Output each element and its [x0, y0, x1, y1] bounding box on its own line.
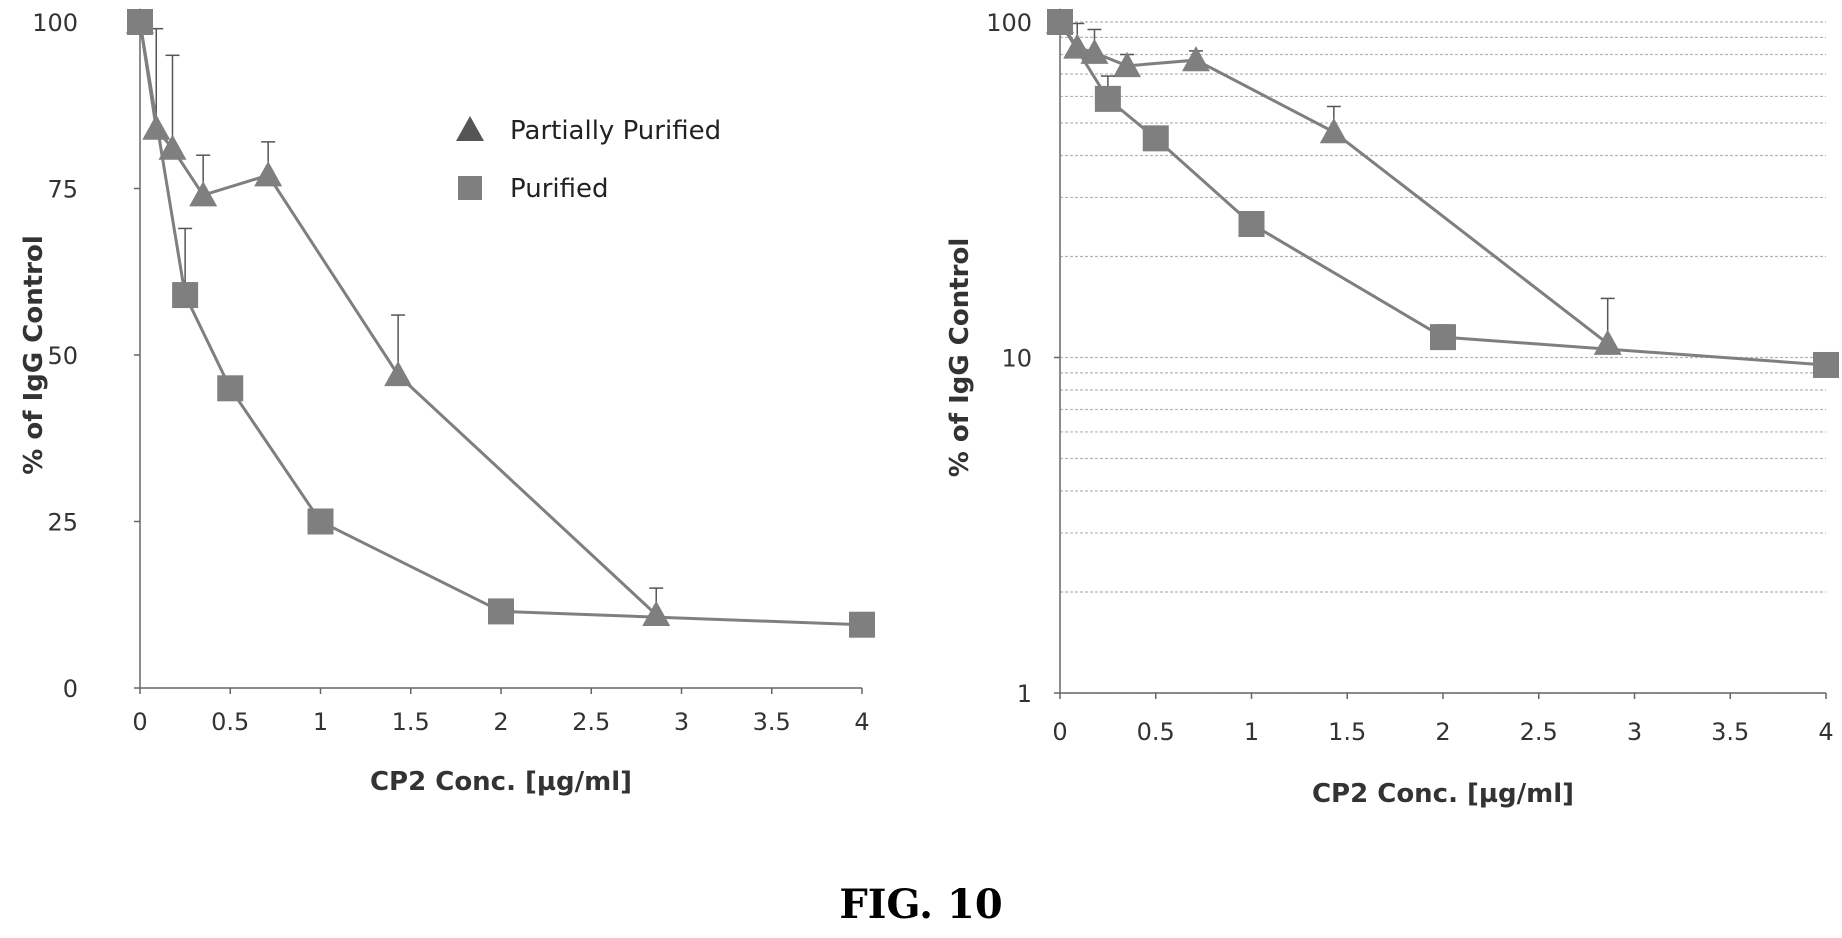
chart-log: 1 10 100 0 0.5 1 1.5 2 2.5 3 3.5 4 CP2 Conc. [µg/ml]… [945, 8, 1839, 809]
y-tick-label: 100 [986, 9, 1032, 37]
data-point-triangle [1319, 118, 1348, 144]
y-tick-label: 10 [1001, 345, 1032, 373]
data-point-square [488, 598, 514, 625]
chart-linear: 0 25 50 75 100 0 0.5 1 1.5 2 2.5 3 3.5 4 CP2 Conc. [µg… [19, 8, 875, 797]
data-point-triangle [1113, 51, 1142, 78]
data-point-square [849, 611, 875, 638]
data-point-triangle [1080, 38, 1109, 64]
data-point-triangle [384, 360, 413, 387]
y-axis-label: % of IgG Control [945, 238, 975, 477]
y-tick-label: 75 [47, 176, 78, 204]
y-tick-label: 100 [32, 9, 78, 37]
x-tick-label: 2.5 [1520, 718, 1558, 746]
legend-marker-square [458, 176, 482, 200]
data-point-square [217, 375, 244, 402]
x-tick-label: 3 [1627, 718, 1642, 746]
data-point-triangle [158, 134, 187, 160]
data-point-triangle [1063, 33, 1092, 59]
legend-label: Purified [510, 174, 609, 204]
figure-caption: FIG. 10 [839, 881, 1002, 928]
x-tick-label: 0.5 [1137, 718, 1175, 746]
data-point-square [127, 9, 153, 35]
y-axis-label: % of IgG Control [19, 235, 49, 474]
legend-marker-triangle [456, 116, 484, 141]
x-tick-label: 0.5 [211, 708, 249, 736]
y-tick-label: 25 [47, 509, 78, 537]
data-point-square [1142, 125, 1169, 152]
x-tick-label: 3.5 [1711, 718, 1749, 746]
y-tick-label: 50 [47, 342, 78, 370]
x-tick-label: 1 [1244, 718, 1259, 746]
y-tick-label: 1 [1017, 680, 1032, 708]
x-tick-label: 4 [1818, 718, 1833, 746]
x-tick-label: 3.5 [753, 708, 791, 736]
data-point-square [307, 508, 334, 535]
data-point-square [1047, 9, 1073, 35]
x-tick-label: 0 [1052, 718, 1067, 746]
data-point-triangle [189, 181, 218, 207]
legend-label: Partially Purified [510, 116, 721, 146]
y-tick-label: 0 [63, 675, 78, 703]
data-point-square [1430, 324, 1456, 351]
data-point-square [1238, 210, 1265, 237]
data-point-square [172, 282, 199, 309]
data-point-triangle [1181, 46, 1210, 72]
data-point-triangle [642, 600, 671, 626]
x-tick-label: 3 [674, 708, 689, 736]
x-tick-label: 2 [493, 708, 508, 736]
data-point-square [1094, 85, 1121, 112]
x-tick-label: 4 [854, 708, 869, 736]
x-tick-label: 2 [1435, 718, 1450, 746]
x-tick-label: 0 [132, 708, 147, 736]
data-point-triangle [254, 161, 283, 187]
x-tick-label: 1 [313, 708, 328, 736]
x-tick-label: 1.5 [392, 708, 430, 736]
series-line-purified [138, 21, 863, 627]
x-tick-label: 2.5 [572, 708, 610, 736]
x-axis-label: CP2 Conc. [µg/ml] [1312, 779, 1574, 809]
data-point-square [1813, 351, 1839, 378]
x-tick-label: 1.5 [1328, 718, 1366, 746]
x-axis-label: CP2 Conc. [µg/ml] [370, 767, 632, 797]
series-line-partially-purified [1058, 21, 1609, 345]
